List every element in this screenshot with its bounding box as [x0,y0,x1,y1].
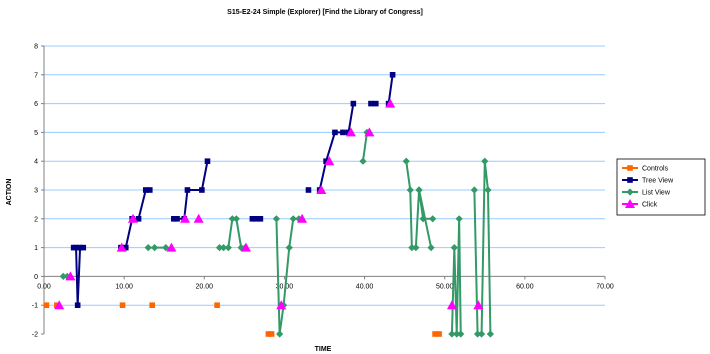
list-view-point [451,244,458,251]
tree-view-line [320,104,354,190]
series-controls [44,302,442,336]
tree-view-point [306,187,312,193]
y-axis-label: ACTION [6,179,13,206]
x-tick-label: 20.00 [196,283,214,290]
list-view-point [415,186,422,193]
y-tick-label: 3 [34,188,38,195]
legend-marker-tree-view [627,177,633,183]
tree-view-point [205,158,211,164]
series-layer [44,72,494,338]
controls-point [214,302,220,308]
tree-view-point [185,187,191,193]
tree-view-line [389,75,393,104]
y-tick-label: 1 [34,245,38,252]
tree-view-point [258,216,264,222]
list-view-point [225,244,232,251]
list-view-point [276,330,283,337]
tree-view-point [351,101,357,107]
list-view-point [407,186,414,193]
y-tick-label: 6 [34,101,38,108]
list-view-line [220,219,246,248]
x-tick-label: 50.00 [436,283,454,290]
x-tick-label: 40.00 [356,283,374,290]
legend-marker-controls [627,165,633,171]
list-view-point [427,244,434,251]
list-view-point [412,244,419,251]
list-view-point [233,215,240,222]
tree-view-point [373,101,379,107]
list-view-point [456,215,463,222]
controls-point [120,302,126,308]
tree-view-point [147,187,153,193]
list-view-point [145,244,152,251]
tree-view-point [80,245,86,251]
x-tick-label: 70.00 [596,283,614,290]
y-tick-label: 8 [34,44,38,51]
y-tick-label: 2 [34,216,38,223]
list-view-point [151,244,158,251]
tree-view-point [340,130,346,136]
y-tick-label: 5 [34,130,38,137]
x-tick-label: 60.00 [516,283,534,290]
y-tick-label: -2 [32,332,38,339]
legend-label-tree-view: Tree View [642,178,674,185]
grid-lines [44,46,605,305]
x-tick-label: 0.00 [37,283,51,290]
y-tick-label: 0 [34,274,38,281]
chart-title: S15-E2-24 Simple (Explorer) [Find the Li… [227,9,423,16]
tree-view-point [368,101,374,107]
tree-view-point [332,130,338,136]
list-view-point [359,158,366,165]
legend-label-list-view: List View [642,190,671,197]
tree-view-point [174,216,180,222]
x-axis-label: TIME [315,346,332,353]
list-view-point [273,215,280,222]
list-view-line [363,132,367,161]
tree-view-point [199,187,205,193]
list-view-point [286,244,293,251]
list-view-point [471,186,478,193]
list-view-point [403,158,410,165]
y-tick-label: -1 [32,303,38,310]
controls-point [149,302,155,308]
controls-point [436,331,442,337]
tree-view-point [390,72,396,78]
y-tick-label: 4 [34,159,38,166]
list-view-point [484,186,491,193]
legend-label-click: Click [642,202,658,209]
y-tick-label: 7 [34,72,38,79]
list-view-point [429,215,436,222]
controls-point [269,331,275,337]
legend-label-controls: Controls [642,166,669,173]
list-view-point [481,158,488,165]
x-tick-label: 10.00 [115,283,133,290]
controls-point [44,302,50,308]
list-view-point [457,330,464,337]
list-view-point [487,330,494,337]
tree-view-point [75,302,81,308]
list-view-point [478,330,485,337]
legend: Controls Tree View List View Click [617,159,705,215]
